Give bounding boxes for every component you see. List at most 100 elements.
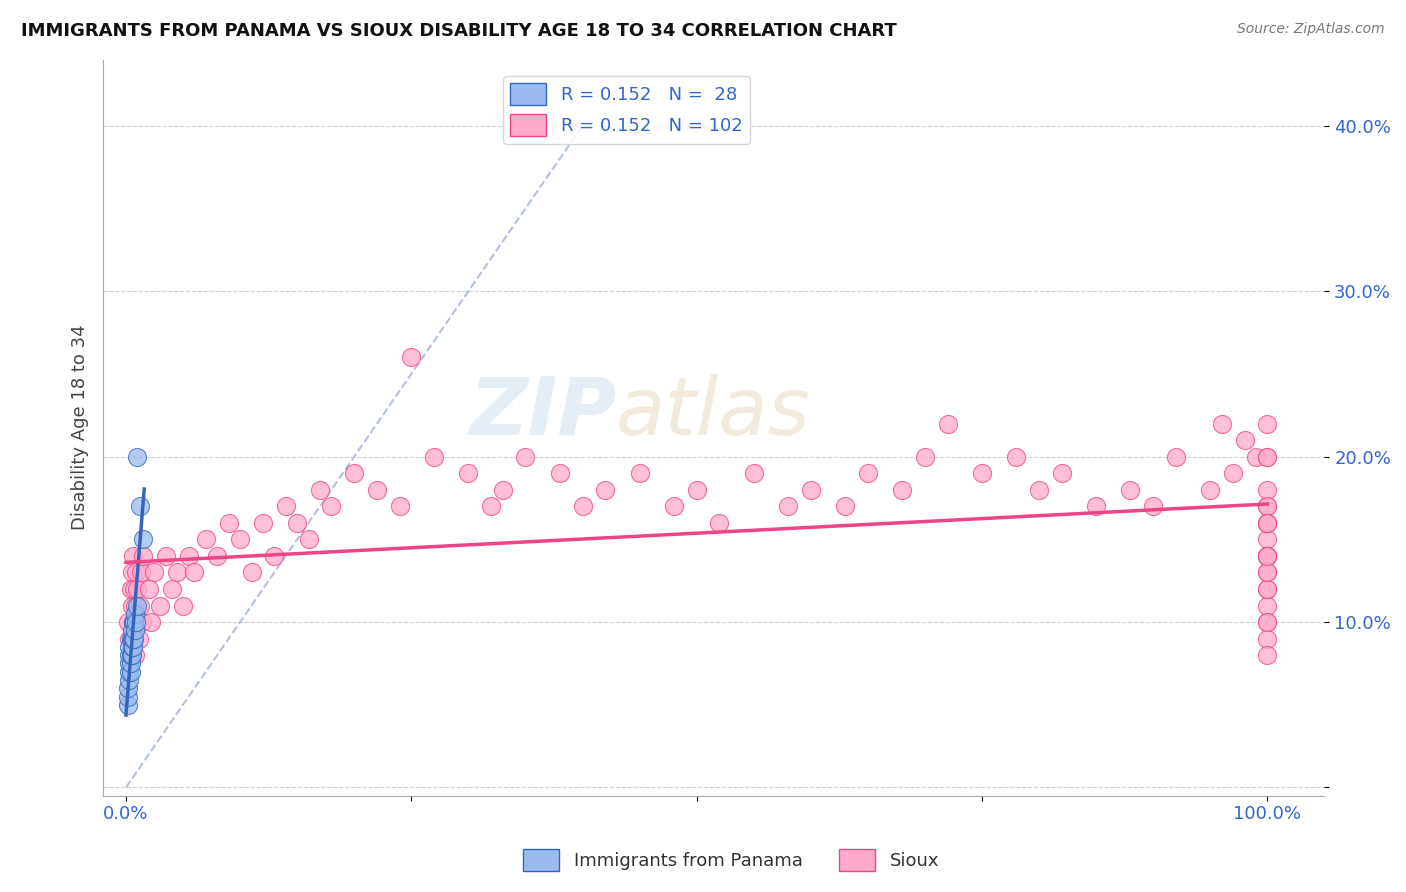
Point: [117, 690, 139, 704]
Point: [571, 500, 593, 514]
Point: [709, 516, 731, 530]
Point: [121, 624, 143, 638]
Point: [1256, 566, 1278, 580]
Point: [1256, 582, 1278, 596]
Point: [160, 582, 183, 596]
Point: [800, 483, 823, 497]
Point: [120, 648, 142, 662]
Point: [1085, 500, 1108, 514]
Point: [194, 533, 217, 547]
Point: [120, 665, 142, 679]
Point: [117, 698, 139, 712]
Point: [515, 450, 537, 464]
Point: [1050, 466, 1073, 480]
Point: [343, 466, 366, 480]
Point: [1028, 483, 1050, 497]
Point: [1256, 483, 1278, 497]
Point: [388, 500, 411, 514]
Point: [121, 640, 143, 654]
Point: [127, 615, 149, 629]
Point: [1256, 632, 1278, 646]
Text: ZIP: ZIP: [468, 374, 616, 452]
Point: [263, 549, 285, 563]
Point: [118, 673, 141, 687]
Point: [125, 615, 148, 629]
Point: [1256, 648, 1278, 662]
Point: [1256, 549, 1278, 563]
Point: [548, 466, 571, 480]
Point: [1256, 599, 1278, 613]
Point: [240, 566, 263, 580]
Point: [122, 632, 145, 646]
Point: [1119, 483, 1142, 497]
Point: [155, 549, 177, 563]
Point: [1256, 516, 1278, 530]
Point: [127, 582, 149, 596]
Point: [124, 607, 146, 621]
Point: [1256, 615, 1278, 629]
Legend: Immigrants from Panama, Sioux: Immigrants from Panama, Sioux: [516, 842, 946, 879]
Point: [117, 615, 139, 629]
Point: [309, 483, 332, 497]
Point: [1256, 450, 1278, 464]
Point: [138, 582, 160, 596]
Point: [118, 665, 141, 679]
Point: [1256, 615, 1278, 629]
Point: [121, 615, 143, 629]
Point: [177, 549, 200, 563]
Point: [1005, 450, 1028, 464]
Point: [1233, 433, 1256, 447]
Point: [742, 466, 765, 480]
Point: [124, 648, 146, 662]
Point: [936, 417, 959, 431]
Point: [685, 483, 707, 497]
Point: [1256, 516, 1278, 530]
Point: [120, 657, 142, 671]
Point: [1222, 466, 1244, 480]
Point: [121, 549, 143, 563]
Point: [1199, 483, 1222, 497]
Point: [457, 466, 479, 480]
Point: [121, 566, 143, 580]
Legend: R = 0.152   N =  28, R = 0.152   N = 102: R = 0.152 N = 28, R = 0.152 N = 102: [503, 76, 749, 144]
Point: [1256, 500, 1278, 514]
Point: [128, 599, 150, 613]
Point: [131, 615, 153, 629]
Point: [120, 648, 142, 662]
Point: [132, 533, 155, 547]
Point: [122, 582, 145, 596]
Point: [118, 657, 141, 671]
Point: [252, 516, 274, 530]
Point: [297, 533, 319, 547]
Point: [128, 500, 150, 514]
Point: [628, 466, 651, 480]
Point: [120, 632, 142, 646]
Point: [118, 640, 141, 654]
Point: [321, 500, 343, 514]
Point: [1256, 566, 1278, 580]
Point: [776, 500, 799, 514]
Point: [124, 624, 146, 638]
Point: [121, 640, 143, 654]
Point: [285, 516, 308, 530]
Point: [172, 599, 194, 613]
Point: [856, 466, 879, 480]
Point: [366, 483, 388, 497]
Point: [143, 566, 166, 580]
Text: IMMIGRANTS FROM PANAMA VS SIOUX DISABILITY AGE 18 TO 34 CORRELATION CHART: IMMIGRANTS FROM PANAMA VS SIOUX DISABILI…: [21, 22, 897, 40]
Point: [129, 566, 152, 580]
Point: [121, 599, 143, 613]
Point: [118, 632, 141, 646]
Point: [834, 500, 856, 514]
Point: [1244, 450, 1267, 464]
Point: [891, 483, 914, 497]
Point: [1256, 533, 1278, 547]
Point: [218, 516, 240, 530]
Point: [207, 549, 229, 563]
Point: [1256, 582, 1278, 596]
Y-axis label: Disability Age 18 to 34: Disability Age 18 to 34: [72, 325, 89, 531]
Point: [1256, 549, 1278, 563]
Point: [121, 632, 143, 646]
Point: [595, 483, 617, 497]
Point: [1211, 417, 1233, 431]
